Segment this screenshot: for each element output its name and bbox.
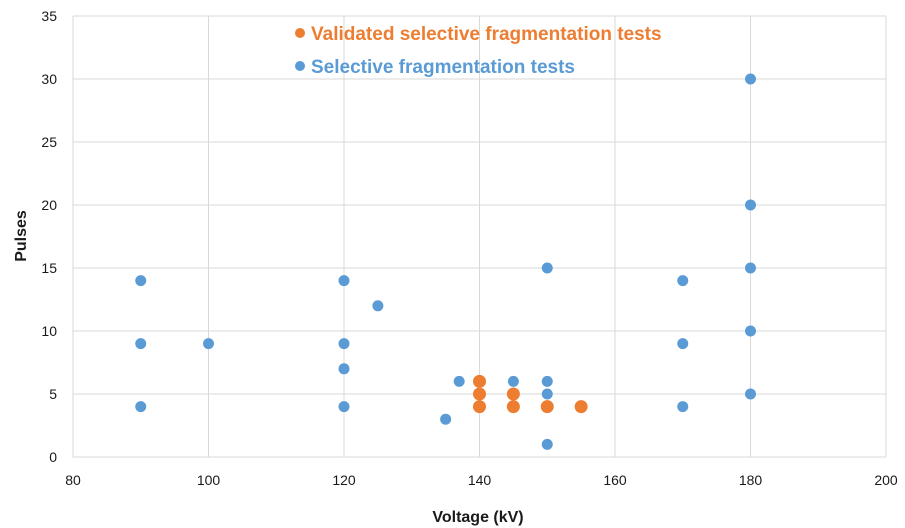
legend-label: Selective fragmentation tests [311, 57, 575, 78]
data-point [135, 401, 147, 413]
x-tick-label: 140 [468, 472, 492, 488]
data-point [507, 375, 519, 387]
data-point [506, 387, 520, 401]
data-point [135, 338, 147, 350]
data-point [338, 401, 350, 413]
data-point [473, 387, 486, 401]
data-point [677, 338, 689, 350]
data-point [745, 388, 756, 400]
data-point [574, 400, 588, 414]
legend-entry: Selective fragmentation tests [295, 57, 575, 78]
data-point [745, 73, 756, 85]
data-point [338, 338, 350, 350]
legend-marker [295, 28, 305, 38]
data-point [541, 438, 553, 450]
data-point [540, 400, 554, 414]
x-tick-label: 180 [739, 472, 763, 488]
data-point [135, 275, 147, 287]
y-tick-label: 25 [41, 134, 57, 150]
data-point [745, 325, 756, 337]
data-point [541, 262, 553, 274]
y-tick-label: 0 [49, 449, 57, 465]
data-point [473, 374, 486, 388]
x-tick-label: 120 [332, 472, 356, 488]
data-point [541, 375, 553, 387]
data-points [135, 73, 756, 450]
data-point [203, 338, 214, 350]
data-point [541, 388, 553, 400]
data-point [440, 413, 452, 425]
legend-label: Validated selective fragmentation tests [311, 24, 662, 45]
y-tick-label: 5 [49, 386, 57, 402]
x-axis-ticks: 80 100 120 140 160 180 200 [65, 472, 898, 488]
y-axis-title: Pulses [13, 210, 30, 262]
y-tick-label: 10 [41, 323, 57, 339]
x-tick-label: 80 [65, 472, 81, 488]
y-axis-ticks: 0 5 10 15 20 25 30 35 [41, 8, 57, 465]
legend-entry: Validated selective fragmentation tests [295, 24, 662, 45]
data-point [338, 363, 350, 375]
data-point [372, 300, 384, 312]
legend: Validated selective fragmentation tests S… [295, 24, 662, 78]
y-tick-label: 30 [41, 71, 57, 87]
data-point [506, 400, 520, 414]
y-tick-label: 20 [41, 197, 57, 213]
x-tick-label: 160 [603, 472, 627, 488]
x-axis-title: Voltage (kV) [432, 509, 523, 526]
data-point [453, 375, 465, 387]
data-point [745, 262, 756, 274]
legend-marker [295, 61, 305, 71]
x-tick-label: 100 [197, 472, 221, 488]
y-tick-label: 15 [41, 260, 57, 276]
data-point [745, 199, 756, 211]
data-point [677, 275, 689, 287]
y-tick-label: 35 [41, 8, 57, 24]
data-point [677, 401, 689, 413]
data-point [473, 400, 486, 414]
x-tick-label: 200 [874, 472, 898, 488]
data-point [338, 275, 350, 287]
